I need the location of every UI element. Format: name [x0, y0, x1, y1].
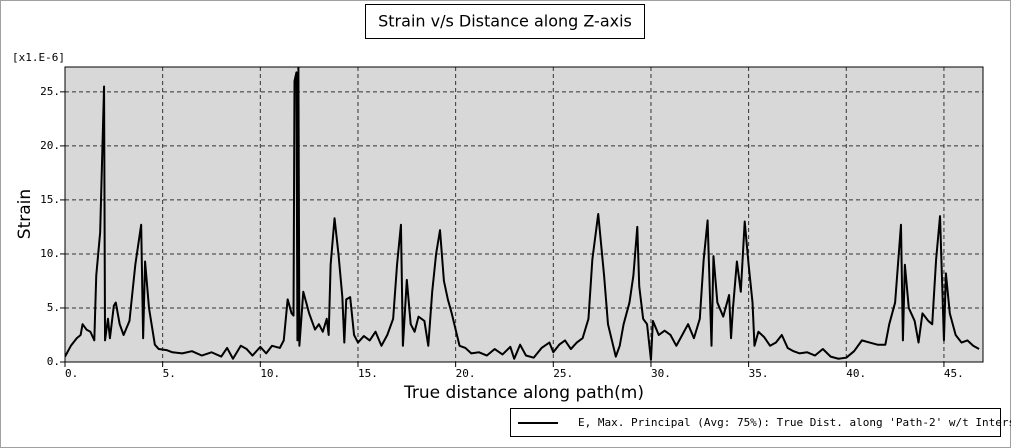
x-tick-label: 5.	[163, 367, 176, 380]
x-tick-label: 0.	[65, 367, 78, 380]
data-line	[65, 67, 980, 361]
y-tick-label: 25.	[40, 85, 60, 98]
y-tick-label: 15.	[40, 193, 60, 206]
title-box	[365, 4, 645, 39]
x-tick-label: 25.	[553, 367, 573, 380]
y-axis-label: Strain	[15, 189, 35, 239]
plot-area	[64, 66, 984, 363]
legend-box	[510, 408, 1001, 437]
x-tick-label: 30.	[651, 367, 671, 380]
x-tick-label: 15.	[358, 367, 378, 380]
x-tick-label: 40.	[846, 367, 866, 380]
chart-title: Strain v/s Distance along Z-axis	[378, 12, 632, 31]
y-tick-label: 10.	[40, 247, 60, 260]
x-tick-label: 35.	[749, 367, 769, 380]
y-multiplier: [x1.E-6]	[12, 51, 65, 64]
x-tick-label: 10.	[260, 367, 280, 380]
x-tick-label: 45.	[944, 367, 964, 380]
x-tick-label: 20.	[456, 367, 476, 380]
x-axis-label: True distance along path(m)	[403, 383, 644, 403]
y-tick-label: 0.	[47, 355, 60, 368]
legend-label: E, Max. Principal (Avg: 75%): True Dist.…	[578, 416, 1011, 429]
y-tick-label: 5.	[47, 301, 60, 314]
y-tick-label: 20.	[40, 139, 60, 152]
plot-border	[64, 66, 984, 363]
